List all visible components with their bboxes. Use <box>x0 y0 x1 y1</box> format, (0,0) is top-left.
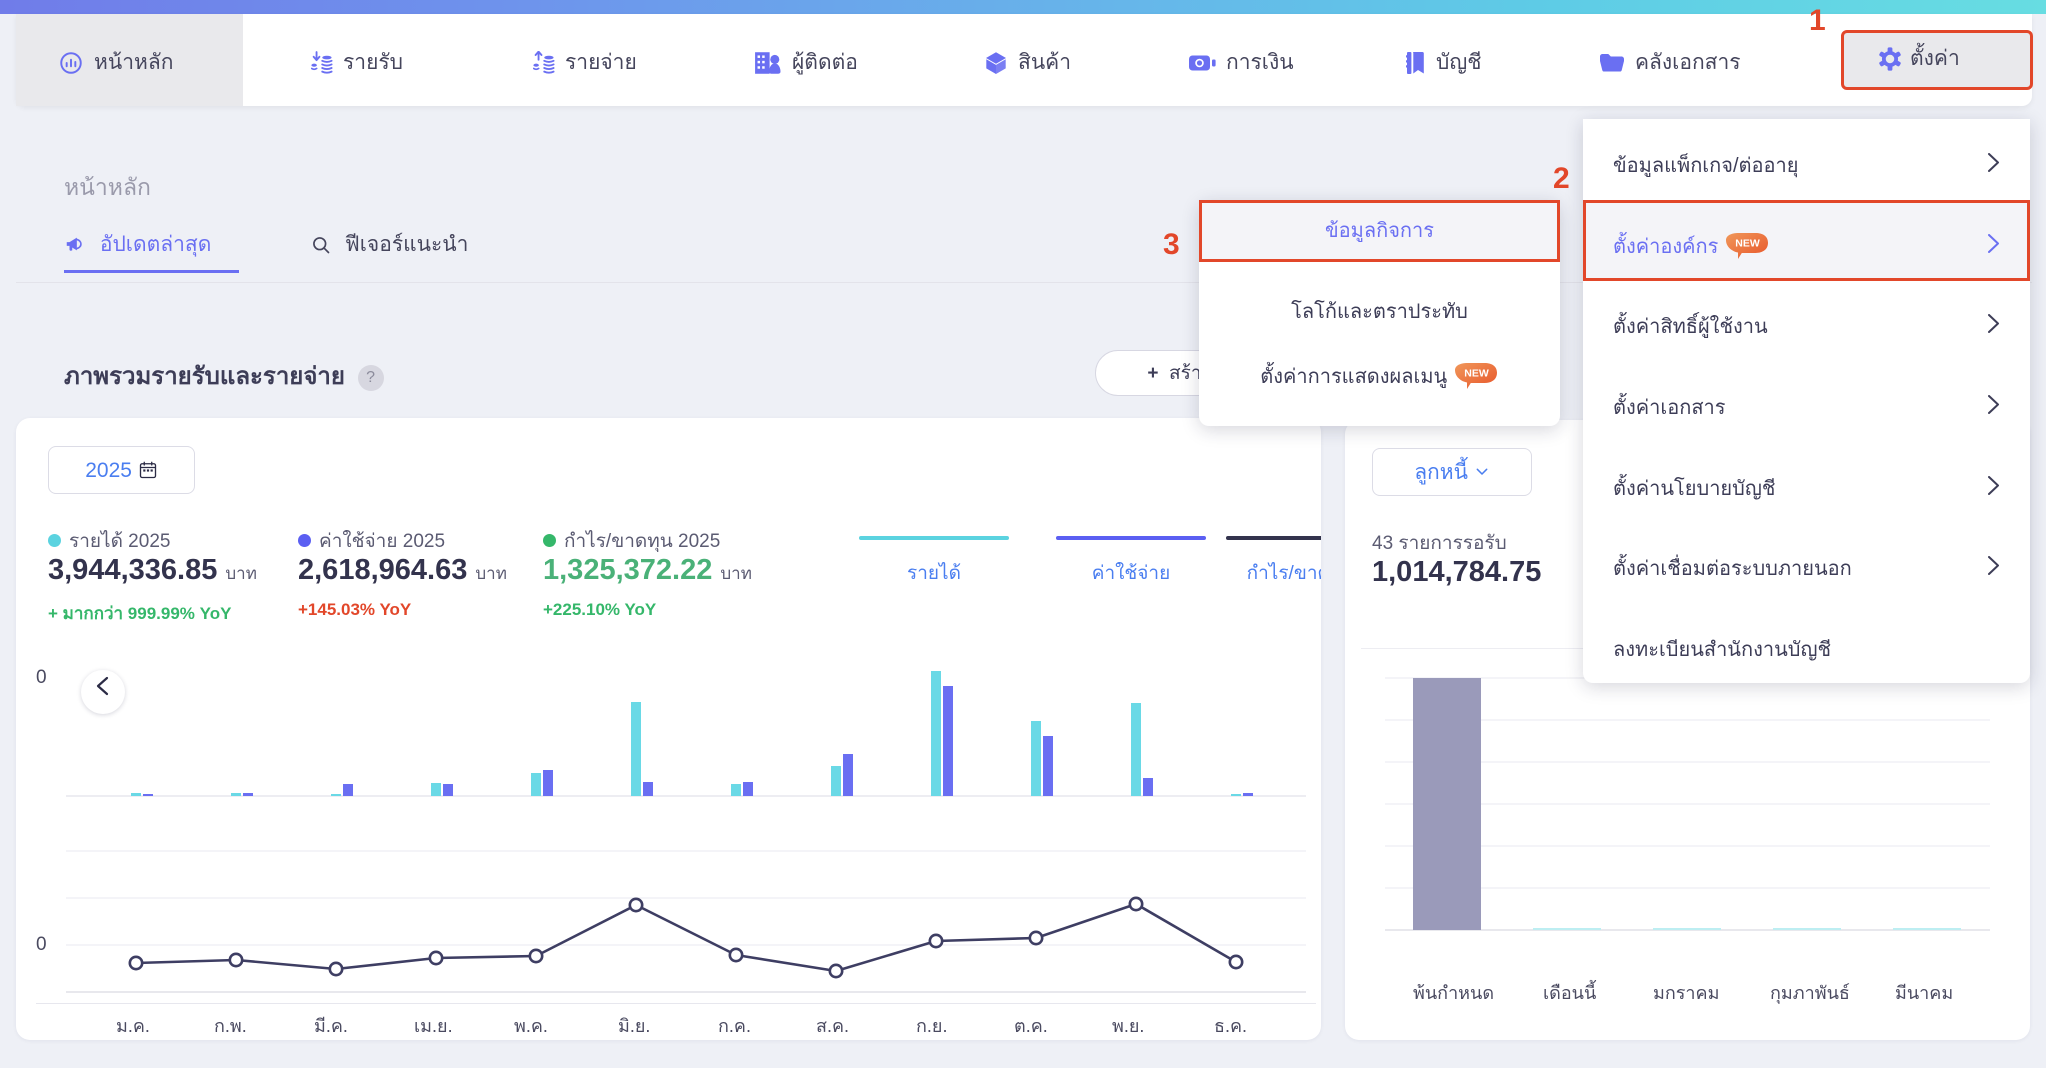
svg-text:0: 0 <box>36 934 47 955</box>
svg-text:0: 0 <box>36 667 47 688</box>
svg-text:NEW: NEW <box>1464 367 1489 379</box>
